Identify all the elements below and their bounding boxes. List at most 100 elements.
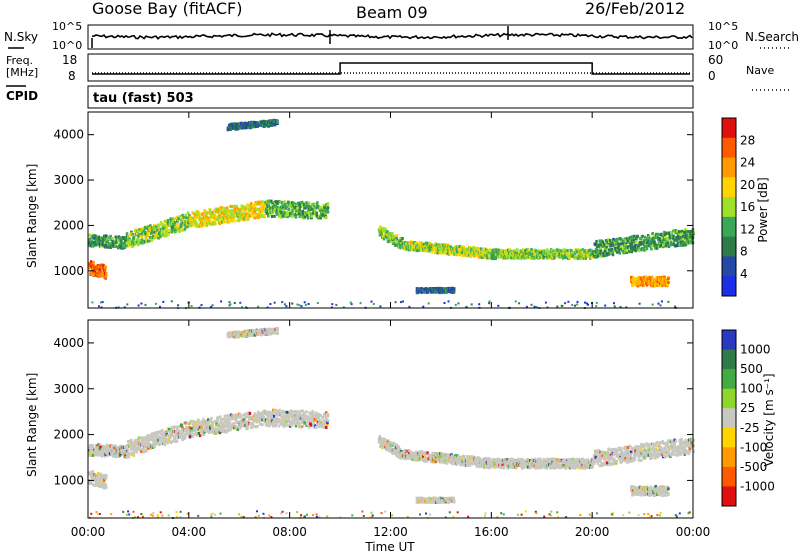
echo-cell: [120, 240, 124, 244]
echo-cell: [441, 459, 444, 463]
echo-cell: [393, 442, 396, 446]
echo-cell: [296, 414, 300, 418]
echo-cell: [594, 250, 598, 254]
echo-cell: [303, 202, 306, 206]
echo-cell: [616, 249, 620, 253]
echo-cell: [103, 241, 107, 245]
echo-cell: [205, 419, 208, 423]
echo-cell: [147, 225, 150, 229]
echo-cell: [239, 301, 242, 304]
echo-cell: [208, 218, 211, 222]
echo-cell: [156, 442, 160, 445]
echo-cell: [94, 239, 97, 242]
echo-cell: [184, 433, 187, 437]
echo-cell: [281, 411, 284, 415]
echo-cell: [124, 447, 128, 451]
echo-cell: [260, 416, 263, 420]
freq-label: Freq.: [6, 54, 33, 67]
echo-cell: [289, 414, 292, 418]
echo-cell: [681, 239, 685, 243]
echo-cell: [384, 228, 387, 232]
echo-cell: [415, 456, 419, 460]
echo-cell: [244, 217, 248, 221]
echo-cell: [215, 424, 218, 428]
echo-cell: [259, 214, 262, 218]
echo-cell: [318, 424, 322, 428]
echo-cell: [273, 301, 276, 304]
echo-cell: [171, 222, 175, 226]
echo-cell: [592, 251, 596, 255]
echo-cell: [444, 458, 447, 462]
echo-cell: [512, 249, 516, 253]
echo-cell: [261, 208, 264, 212]
echo-cell: [246, 422, 249, 426]
echo-cell: [612, 244, 615, 248]
echo-cell: [286, 410, 289, 414]
echo-cell: [117, 450, 121, 454]
echo-cell: [437, 454, 440, 458]
echo-cell: [263, 215, 266, 219]
echo-cell: [319, 414, 322, 418]
echo-cell: [632, 276, 635, 280]
echo-cell: [684, 236, 687, 240]
echo-cell: [145, 239, 148, 243]
echo-cell: [597, 243, 601, 247]
echo-cell: [305, 415, 308, 419]
echo-cell: [236, 426, 239, 430]
echo-cell: [175, 226, 179, 230]
echo-cell: [541, 254, 544, 257]
echo-cell: [184, 219, 187, 223]
echo-cell: [664, 232, 667, 236]
echo-cell: [301, 209, 305, 213]
echo-cell: [599, 249, 603, 253]
echo-cell: [144, 226, 147, 230]
echo-cell: [326, 210, 330, 214]
echo-cell: [424, 291, 427, 295]
echo-cell: [205, 215, 208, 219]
echo-cell: [91, 445, 95, 449]
echo-cell: [196, 224, 199, 228]
echo-cell: [658, 278, 661, 282]
y-tick-label: 4000: [53, 128, 84, 142]
echo-cell: [317, 415, 320, 419]
echo-cell: [213, 420, 216, 424]
echo-cell: [171, 433, 175, 437]
echo-cell: [131, 233, 134, 237]
echo-cell: [245, 212, 249, 216]
echo-cell: [316, 412, 319, 416]
echo-cell: [130, 242, 134, 246]
echo-cell: [662, 277, 665, 281]
echo-cell: [130, 438, 133, 442]
echo-cell: [672, 229, 675, 233]
echo-cell: [220, 417, 223, 421]
echo-cell: [161, 230, 164, 234]
echo-cell: [423, 455, 427, 459]
echo-cell: [129, 239, 133, 243]
echo-cell: [200, 420, 204, 424]
echo-cell: [304, 206, 307, 210]
echo-cell: [187, 221, 191, 225]
echo-cell: [597, 254, 600, 258]
echo-cell: [193, 432, 196, 436]
echo-cell: [637, 249, 640, 253]
echo-cell: [644, 243, 647, 247]
echo-cell: [659, 282, 662, 286]
echo-cell: [256, 424, 259, 428]
echo-cell: [246, 122, 250, 126]
echo-cell: [213, 209, 216, 212]
echo-cell: [264, 210, 267, 213]
echo-cell: [142, 227, 145, 231]
echo-cell: [398, 447, 402, 451]
echo-cell: [224, 415, 227, 419]
echo-cell: [602, 242, 606, 246]
echo-cell: [131, 445, 134, 449]
echo-cell: [94, 234, 97, 238]
echo-cell: [582, 254, 586, 258]
echo-cell: [692, 231, 695, 235]
echo-cell: [210, 220, 214, 223]
echo-cell: [637, 275, 640, 279]
echo-cell: [299, 205, 302, 209]
echo-cell: [176, 426, 179, 429]
echo-cell: [434, 460, 438, 464]
echo-cell: [394, 301, 397, 304]
